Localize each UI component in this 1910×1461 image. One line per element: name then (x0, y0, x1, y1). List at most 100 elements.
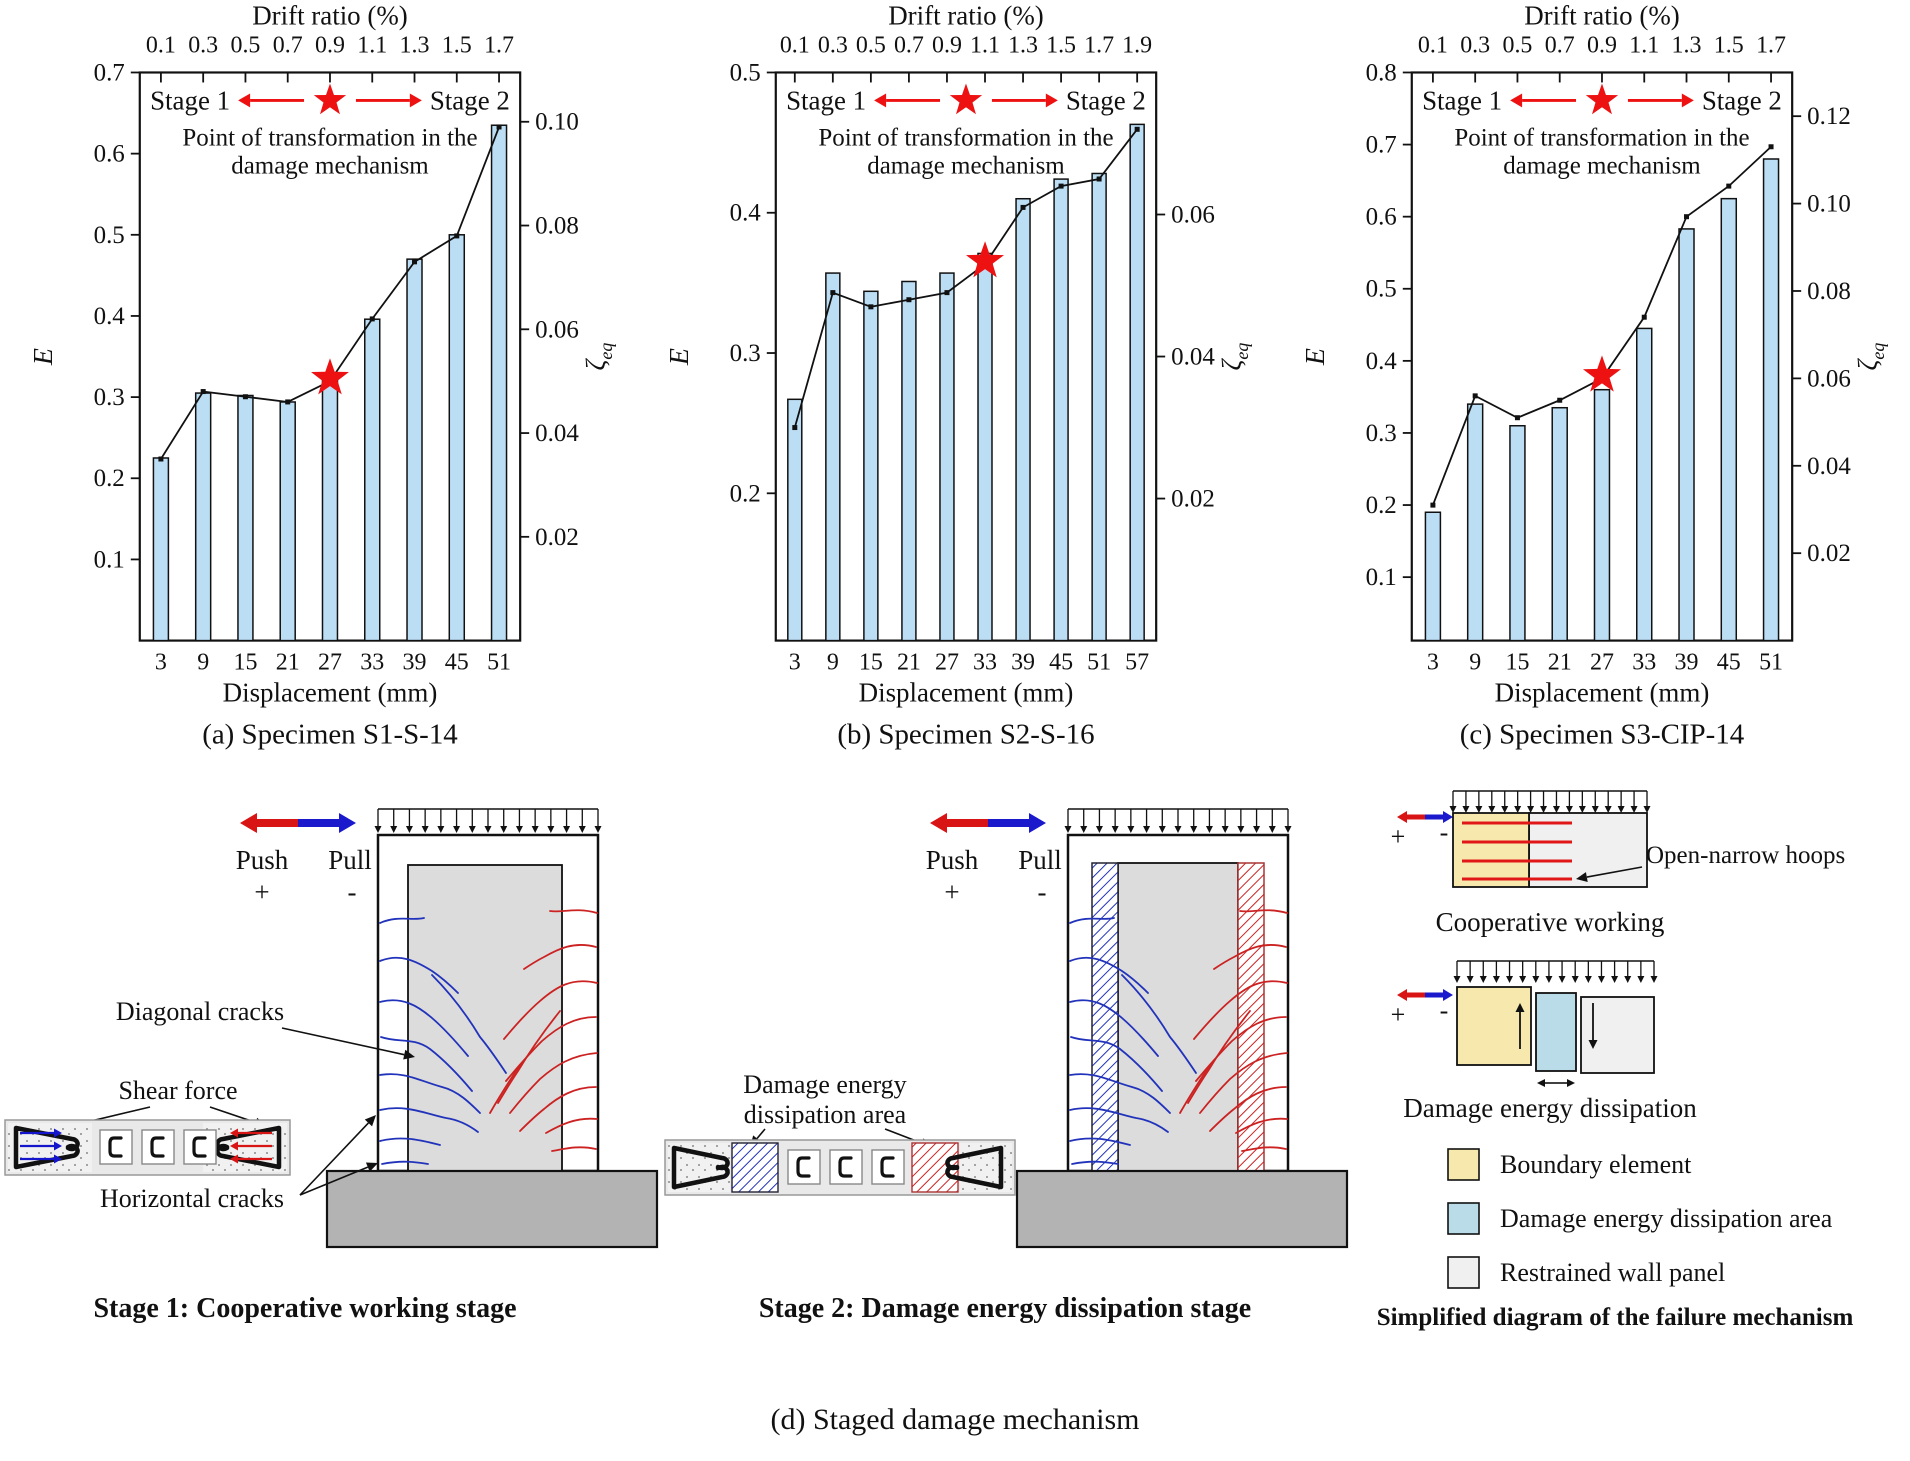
slip-arrow-right (1556, 1079, 1575, 1087)
pull-sign: - (1440, 818, 1449, 847)
drift-tick-label: 1.5 (1046, 33, 1076, 59)
boundary-element-block (1456, 986, 1532, 1066)
open-narrow-hoops-label: Open-narrow hoops (1646, 842, 1845, 869)
drift-tick-label: 1.1 (357, 33, 387, 59)
bar (787, 398, 803, 642)
legend-label-boundary: Boundary element (1500, 1150, 1692, 1179)
damage-area-label-line1: Damage energy (743, 1070, 906, 1099)
line-marker (1472, 393, 1478, 399)
damage-area-label-line2: dissipation area (744, 1100, 907, 1129)
x-axis-title: Displacement (mm) (859, 677, 1074, 707)
line-marker (454, 233, 460, 239)
drift-tick-label: 0.5 (230, 33, 260, 59)
right-tick-label: 0.10 (1807, 191, 1851, 218)
inner-wall-panel (1117, 862, 1239, 1172)
left-tick-label: 0.3 (730, 340, 761, 367)
legend-star-icon (949, 83, 983, 115)
x-axis-title: Displacement (mm) (223, 677, 438, 707)
legend-swatch-restrained (1447, 1256, 1480, 1289)
x-tick-label: 27 (1590, 650, 1614, 676)
inner-wall-panel (407, 864, 563, 1172)
push-pull-arrow (240, 813, 356, 833)
x-tick-label: 33 (973, 650, 997, 676)
line-marker (285, 399, 291, 405)
bar (977, 252, 993, 642)
x-tick-label: 15 (1505, 650, 1529, 676)
drift-tick-label: 0.3 (188, 33, 218, 59)
chart-caption: (c) Specimen S3-CIP-14 (1460, 718, 1745, 750)
boundary-element-block (1452, 812, 1530, 888)
diagonal-cracks-arrow (281, 1027, 415, 1060)
left-tick-label: 0.2 (94, 465, 125, 492)
left-tick-label: 0.2 (730, 480, 761, 507)
horizontal-cracks-arrow1 (299, 1115, 376, 1196)
x-tick-label: 3 (789, 650, 801, 676)
c-channels (99, 1129, 217, 1165)
coop-caption: Cooperative working (1436, 907, 1665, 937)
bar (364, 318, 381, 642)
drift-tick-label: 0.5 (856, 33, 886, 59)
chart-block-b: Drift ratio (%) 0.1 0.3 0.5 0.7 0.9 1.1 1.3 1.5 1… (636, 0, 1272, 755)
x-tick-label: 9 (197, 650, 209, 676)
drift-tick-label: 1.3 (1672, 33, 1702, 59)
left-tick-label: 0.1 (94, 546, 125, 573)
chart-block-c: Drift ratio (%) 0.1 0.3 0.5 0.7 0.9 1.1 1.3 1.5 1… (1272, 0, 1908, 755)
plan-section-stage1 (4, 1119, 291, 1176)
bar (1015, 197, 1031, 642)
pull-sign: - (1038, 877, 1047, 907)
x-tick-label: 27 (318, 650, 342, 676)
plan-section-stage2 (664, 1139, 1016, 1196)
x-tick-label: 9 (1469, 650, 1481, 676)
transformation-note-line2: damage mechanism (231, 152, 429, 179)
drift-axis-title: Drift ratio (%) (252, 1, 408, 31)
line-marker (1020, 204, 1026, 210)
left-tick-label: 0.4 (730, 200, 762, 227)
drift-tick-label: 1.7 (1084, 33, 1114, 59)
x-tick-label: 45 (1049, 650, 1073, 676)
c-channels (787, 1149, 905, 1185)
left-axis-title: E (1300, 348, 1331, 366)
distributed-load-arrows (1453, 960, 1658, 983)
drift-tick-label: 0.9 (1587, 33, 1617, 59)
chart-b: Drift ratio (%) 0.1 0.3 0.5 0.7 0.9 1.1 1.3 1.5 1… (664, 1, 1252, 751)
drift-tick-label: 0.5 (1502, 33, 1532, 59)
push-label: Push (236, 845, 289, 875)
right-tick-label: 0.04 (1171, 344, 1215, 371)
drift-tick-label: 1.1 (1629, 33, 1659, 59)
right-tick-label: 0.04 (1807, 453, 1851, 480)
x-tick-label: 9 (827, 650, 839, 676)
left-tick-label: 0.4 (94, 303, 126, 330)
x-tick-label: 39 (403, 650, 427, 676)
chart-caption: (b) Specimen S2-S-16 (837, 718, 1094, 750)
bar (237, 394, 254, 642)
line-marker (906, 297, 912, 303)
line-marker (242, 394, 248, 400)
simplified-panel: + - Open-narrow hoops Cooperative workin… (1377, 790, 1853, 1331)
transformation-note-line2: damage mechanism (867, 152, 1065, 179)
push-pull-mini-arrow (1397, 989, 1453, 1001)
bar (448, 234, 466, 642)
push-sign: + (254, 877, 269, 907)
bar (194, 392, 212, 642)
foundation (1015, 1169, 1349, 1249)
legend-label-dissipation: Damage energy dissipation area (1500, 1204, 1833, 1233)
drift-tick-label: 1.3 (1008, 33, 1038, 59)
legend-swatch-boundary (1447, 1148, 1480, 1181)
drift-tick-label: 1.1 (970, 33, 1000, 59)
x-tick-label: 15 (859, 650, 883, 676)
drift-tick-label: 0.1 (146, 33, 176, 59)
x-tick-label: 39 (1675, 650, 1699, 676)
x-tick-label: 33 (360, 650, 384, 676)
line-marker (1096, 176, 1102, 182)
x-tick-label: 51 (1087, 650, 1111, 676)
transformation-star (1583, 355, 1621, 392)
line-marker (830, 290, 836, 296)
line-marker (158, 456, 164, 462)
bar (1466, 403, 1484, 642)
transformation-note-line1: Point of transformation in the (1454, 124, 1749, 151)
drift-tick-label: 0.1 (1418, 33, 1448, 59)
push-sign: + (1391, 822, 1406, 851)
legend: Boundary element Damage energy dissipati… (1447, 1148, 1833, 1289)
line-marker (1768, 144, 1774, 150)
left-tick-label: 0.3 (94, 384, 125, 411)
